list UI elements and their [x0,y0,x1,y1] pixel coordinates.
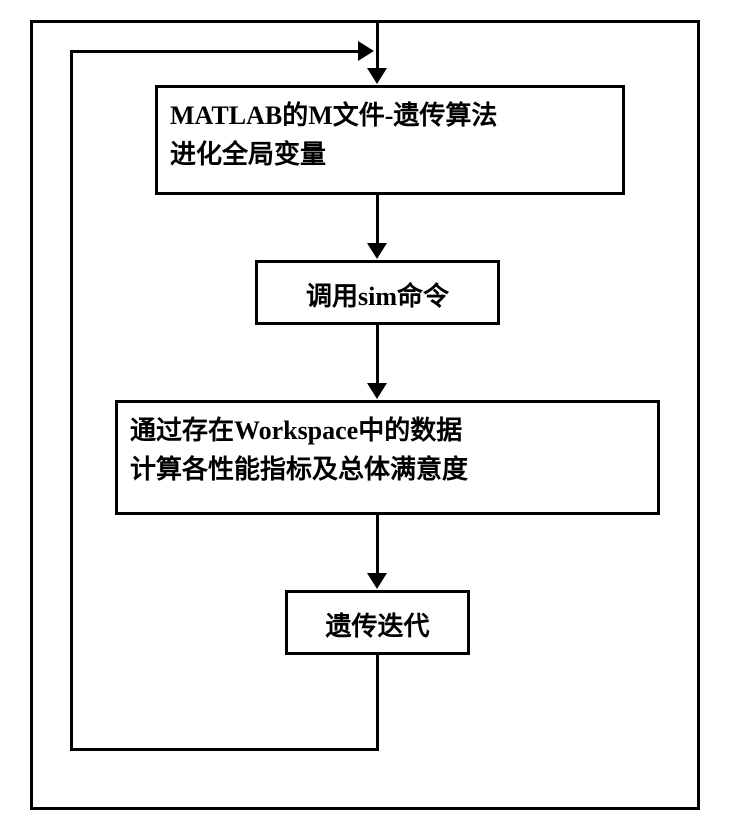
node-call-sim: 调用sim命令 [255,260,500,325]
edge-feedback-up [70,50,73,750]
node-genetic-iterate: 遗传迭代 [285,590,470,655]
node-text: 通过存在Workspace中的数据 [130,411,645,450]
node-text: 计算各性能指标及总体满意度 [130,450,645,489]
edge-1-2-line [376,195,379,245]
node-text: 进化全局变量 [170,135,610,174]
edge-feedback-right [70,50,360,53]
edge-entry-line [376,20,379,70]
edge-2-3-line [376,325,379,385]
node-workspace-calc: 通过存在Workspace中的数据 计算各性能指标及总体满意度 [115,400,660,515]
edge-2-3-arrowhead [367,383,387,399]
edge-feedback-arrowhead [358,41,374,61]
edge-feedback-down [376,655,379,750]
edge-1-2-arrowhead [367,243,387,259]
node-matlab-mfile: MATLAB的M文件-遗传算法 进化全局变量 [155,85,625,195]
edge-3-4-arrowhead [367,573,387,589]
edge-entry-arrowhead [367,68,387,84]
node-text: 调用sim命令 [306,282,449,311]
node-text: MATLAB的M文件-遗传算法 [170,96,610,135]
edge-feedback-left [70,748,379,751]
node-text: 遗传迭代 [325,612,429,641]
edge-3-4-line [376,515,379,575]
